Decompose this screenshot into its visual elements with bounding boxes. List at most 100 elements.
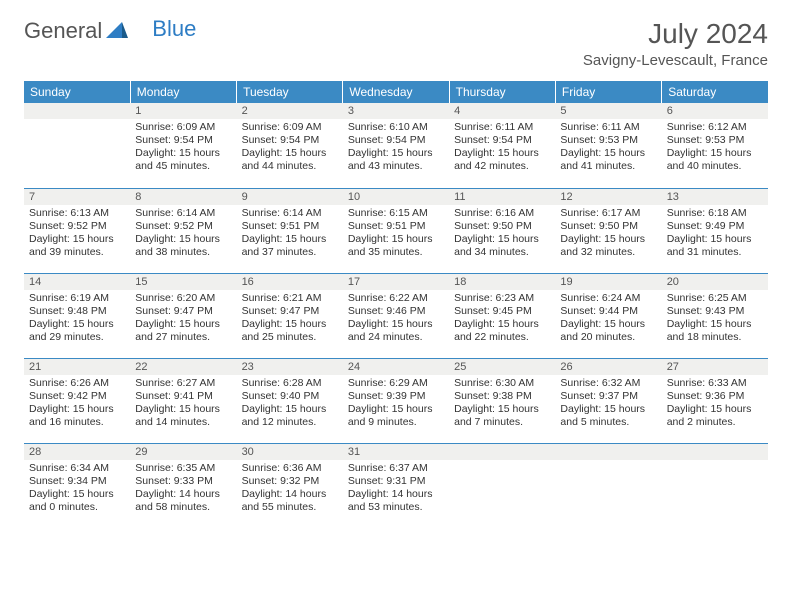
daylight-text: Daylight: 15 hours and 0 minutes.: [29, 488, 125, 514]
daylight-text: Daylight: 15 hours and 37 minutes.: [242, 233, 338, 259]
sunset-text: Sunset: 9:54 PM: [454, 134, 550, 147]
day-header: Tuesday: [237, 81, 343, 103]
sunrise-text: Sunrise: 6:23 AM: [454, 292, 550, 305]
calendar-day-cell: 13Sunrise: 6:18 AMSunset: 9:49 PMDayligh…: [662, 188, 768, 273]
sunrise-text: Sunrise: 6:11 AM: [560, 121, 656, 134]
sunrise-text: Sunrise: 6:17 AM: [560, 207, 656, 220]
sunset-text: Sunset: 9:45 PM: [454, 305, 550, 318]
calendar-day-cell: 21Sunrise: 6:26 AMSunset: 9:42 PMDayligh…: [24, 358, 130, 443]
sunrise-text: Sunrise: 6:27 AM: [135, 377, 231, 390]
sunrise-text: Sunrise: 6:37 AM: [348, 462, 444, 475]
daylight-text: Daylight: 15 hours and 42 minutes.: [454, 147, 550, 173]
day-number: 31: [343, 444, 449, 460]
calendar-day-cell: 4Sunrise: 6:11 AMSunset: 9:54 PMDaylight…: [449, 103, 555, 188]
daylight-text: Daylight: 14 hours and 55 minutes.: [242, 488, 338, 514]
day-details: Sunrise: 6:32 AMSunset: 9:37 PMDaylight:…: [555, 375, 661, 432]
calendar-day-cell: 23Sunrise: 6:28 AMSunset: 9:40 PMDayligh…: [237, 358, 343, 443]
sunrise-text: Sunrise: 6:33 AM: [667, 377, 763, 390]
sunset-text: Sunset: 9:33 PM: [135, 475, 231, 488]
daylight-text: Daylight: 15 hours and 9 minutes.: [348, 403, 444, 429]
day-number-empty: [662, 444, 768, 460]
day-details: Sunrise: 6:33 AMSunset: 9:36 PMDaylight:…: [662, 375, 768, 432]
sunset-text: Sunset: 9:51 PM: [348, 220, 444, 233]
day-number: 4: [449, 103, 555, 119]
day-details: Sunrise: 6:36 AMSunset: 9:32 PMDaylight:…: [237, 460, 343, 517]
sunrise-text: Sunrise: 6:19 AM: [29, 292, 125, 305]
sunset-text: Sunset: 9:32 PM: [242, 475, 338, 488]
calendar-page: General Blue July 2024 Savigny-Levescaul…: [0, 0, 792, 536]
sunset-text: Sunset: 9:50 PM: [454, 220, 550, 233]
daylight-text: Daylight: 15 hours and 12 minutes.: [242, 403, 338, 429]
calendar-day-cell: [24, 103, 130, 188]
day-details: Sunrise: 6:27 AMSunset: 9:41 PMDaylight:…: [130, 375, 236, 432]
brand-icon: [106, 18, 128, 44]
sunrise-text: Sunrise: 6:35 AM: [135, 462, 231, 475]
sunrise-text: Sunrise: 6:24 AM: [560, 292, 656, 305]
day-number: 29: [130, 444, 236, 460]
day-number: 19: [555, 274, 661, 290]
sunrise-text: Sunrise: 6:09 AM: [135, 121, 231, 134]
sunset-text: Sunset: 9:36 PM: [667, 390, 763, 403]
brand-part1: General: [24, 18, 102, 44]
daylight-text: Daylight: 15 hours and 38 minutes.: [135, 233, 231, 259]
calendar-day-cell: 26Sunrise: 6:32 AMSunset: 9:37 PMDayligh…: [555, 358, 661, 443]
day-number: 26: [555, 359, 661, 375]
sunrise-text: Sunrise: 6:10 AM: [348, 121, 444, 134]
daylight-text: Daylight: 15 hours and 43 minutes.: [348, 147, 444, 173]
day-details: Sunrise: 6:11 AMSunset: 9:53 PMDaylight:…: [555, 119, 661, 176]
calendar-week-row: 21Sunrise: 6:26 AMSunset: 9:42 PMDayligh…: [24, 358, 768, 443]
calendar-day-cell: 24Sunrise: 6:29 AMSunset: 9:39 PMDayligh…: [343, 358, 449, 443]
sunset-text: Sunset: 9:43 PM: [667, 305, 763, 318]
sunset-text: Sunset: 9:53 PM: [667, 134, 763, 147]
calendar-day-cell: 1Sunrise: 6:09 AMSunset: 9:54 PMDaylight…: [130, 103, 236, 188]
day-number: 3: [343, 103, 449, 119]
sunrise-text: Sunrise: 6:25 AM: [667, 292, 763, 305]
sunset-text: Sunset: 9:52 PM: [135, 220, 231, 233]
day-details: Sunrise: 6:35 AMSunset: 9:33 PMDaylight:…: [130, 460, 236, 517]
day-header: Friday: [555, 81, 661, 103]
sunset-text: Sunset: 9:49 PM: [667, 220, 763, 233]
sunrise-text: Sunrise: 6:21 AM: [242, 292, 338, 305]
day-number: 13: [662, 189, 768, 205]
day-details: Sunrise: 6:11 AMSunset: 9:54 PMDaylight:…: [449, 119, 555, 176]
calendar-day-cell: 14Sunrise: 6:19 AMSunset: 9:48 PMDayligh…: [24, 273, 130, 358]
day-header: Monday: [130, 81, 236, 103]
day-number: 5: [555, 103, 661, 119]
daylight-text: Daylight: 15 hours and 24 minutes.: [348, 318, 444, 344]
sunset-text: Sunset: 9:46 PM: [348, 305, 444, 318]
day-number: 27: [662, 359, 768, 375]
sunrise-text: Sunrise: 6:30 AM: [454, 377, 550, 390]
location: Savigny-Levescault, France: [583, 52, 768, 69]
day-details: Sunrise: 6:09 AMSunset: 9:54 PMDaylight:…: [237, 119, 343, 176]
sunset-text: Sunset: 9:54 PM: [135, 134, 231, 147]
daylight-text: Daylight: 15 hours and 16 minutes.: [29, 403, 125, 429]
day-number: 30: [237, 444, 343, 460]
sunset-text: Sunset: 9:34 PM: [29, 475, 125, 488]
calendar-day-cell: 22Sunrise: 6:27 AMSunset: 9:41 PMDayligh…: [130, 358, 236, 443]
day-header: Sunday: [24, 81, 130, 103]
day-details: Sunrise: 6:15 AMSunset: 9:51 PMDaylight:…: [343, 205, 449, 262]
sunset-text: Sunset: 9:54 PM: [348, 134, 444, 147]
calendar-day-cell: [662, 443, 768, 528]
daylight-text: Daylight: 15 hours and 29 minutes.: [29, 318, 125, 344]
sunset-text: Sunset: 9:52 PM: [29, 220, 125, 233]
day-header: Thursday: [449, 81, 555, 103]
calendar-day-cell: 9Sunrise: 6:14 AMSunset: 9:51 PMDaylight…: [237, 188, 343, 273]
day-details: Sunrise: 6:28 AMSunset: 9:40 PMDaylight:…: [237, 375, 343, 432]
daylight-text: Daylight: 15 hours and 7 minutes.: [454, 403, 550, 429]
calendar-week-row: 1Sunrise: 6:09 AMSunset: 9:54 PMDaylight…: [24, 103, 768, 188]
brand-logo: General Blue: [24, 18, 196, 44]
day-details: Sunrise: 6:14 AMSunset: 9:52 PMDaylight:…: [130, 205, 236, 262]
calendar-day-cell: 7Sunrise: 6:13 AMSunset: 9:52 PMDaylight…: [24, 188, 130, 273]
day-details: Sunrise: 6:17 AMSunset: 9:50 PMDaylight:…: [555, 205, 661, 262]
calendar-day-cell: 5Sunrise: 6:11 AMSunset: 9:53 PMDaylight…: [555, 103, 661, 188]
sunset-text: Sunset: 9:44 PM: [560, 305, 656, 318]
sunrise-text: Sunrise: 6:18 AM: [667, 207, 763, 220]
calendar-day-cell: 3 Sunrise: 6:10 AMSunset: 9:54 PMDaylight…: [343, 103, 449, 188]
day-number: 23: [237, 359, 343, 375]
sunrise-text: Sunrise: 6:34 AM: [29, 462, 125, 475]
calendar-day-cell: 10Sunrise: 6:15 AMSunset: 9:51 PMDayligh…: [343, 188, 449, 273]
daylight-text: Daylight: 15 hours and 41 minutes.: [560, 147, 656, 173]
sunrise-text: Sunrise: 6:09 AM: [242, 121, 338, 134]
daylight-text: Daylight: 15 hours and 25 minutes.: [242, 318, 338, 344]
